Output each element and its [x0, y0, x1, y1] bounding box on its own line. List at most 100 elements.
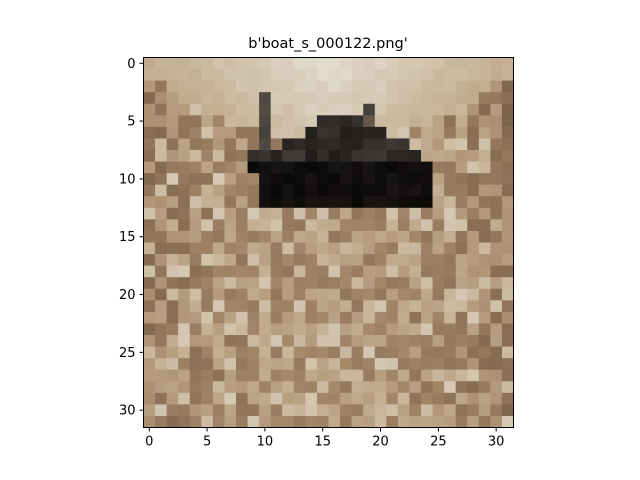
image-pixel: [143, 335, 156, 347]
image-pixel: [432, 126, 445, 139]
image-pixel: [397, 57, 410, 70]
image-pixel: [316, 242, 329, 255]
image-pixel: [340, 69, 352, 81]
image-pixel: [363, 277, 376, 290]
image-pixel: [374, 138, 387, 151]
image-pixel: [224, 277, 237, 290]
image-pixel: [432, 207, 445, 220]
image-pixel: [490, 381, 503, 394]
image-pixel: [212, 219, 225, 232]
image-pixel: [201, 173, 214, 186]
image-pixel: [270, 207, 283, 220]
image-pixel: [478, 369, 491, 382]
image-pixel: [386, 196, 399, 209]
image-pixel: [328, 311, 341, 324]
image-pixel: [201, 254, 214, 266]
image-pixel: [236, 335, 248, 347]
image-pixel: [478, 323, 491, 336]
image-pixel: [316, 369, 329, 382]
image-pixel: [259, 277, 272, 290]
image-pixel: [351, 230, 364, 243]
image-pixel: [444, 242, 457, 255]
image-pixel: [328, 358, 341, 371]
image-pixel: [305, 184, 318, 197]
image-pixel: [409, 392, 422, 405]
image-pixel: [351, 404, 364, 417]
image-pixel: [501, 369, 514, 382]
image-pixel: [270, 242, 283, 255]
y-tick-label: 0: [127, 57, 135, 72]
image-pixel: [501, 103, 514, 116]
image-pixel: [467, 69, 480, 81]
image-pixel: [421, 346, 433, 359]
image-pixel: [478, 150, 491, 162]
image-pixel: [397, 242, 410, 255]
image-pixel: [201, 196, 214, 209]
image-pixel: [444, 138, 457, 151]
image-pixel: [224, 150, 237, 162]
image-pixel: [444, 265, 457, 278]
image-pixel: [259, 161, 272, 174]
chart-title: b'boat_s_000122.png': [248, 36, 407, 52]
image-pixel: [340, 415, 352, 428]
image-pixel: [432, 184, 445, 197]
image-pixel: [201, 150, 214, 162]
image-pixel: [155, 392, 167, 405]
image-pixel: [316, 404, 329, 417]
image-pixel: [432, 230, 445, 243]
image-pixel: [293, 358, 306, 371]
image-pixel: [444, 57, 457, 70]
image-pixel: [236, 57, 248, 70]
image-pixel: [247, 138, 260, 151]
image-pixel: [293, 415, 306, 428]
image-pixel: [224, 323, 237, 336]
image-pixel: [189, 381, 202, 394]
image-pixel: [201, 265, 214, 278]
image-pixel: [501, 230, 514, 243]
image-pixel: [189, 346, 202, 359]
y-axis: 0 5 10 15 20 25 30: [119, 57, 144, 419]
image-pixel: [409, 381, 422, 394]
image-pixel: [236, 173, 248, 186]
image-pixel: [340, 173, 352, 186]
image-pixel: [397, 115, 410, 128]
image-pixel: [351, 161, 364, 174]
image-pixel: [421, 150, 433, 162]
image-pixel: [340, 369, 352, 382]
image-pixel: [189, 300, 202, 313]
image-pixel: [467, 311, 480, 324]
image-pixel: [155, 69, 167, 81]
image-pixel: [201, 115, 214, 128]
image-pixel: [501, 126, 514, 139]
image-pixel: [351, 80, 364, 93]
image-pixel: [178, 115, 191, 128]
image-pixel: [178, 150, 191, 162]
image-pixel: [501, 69, 514, 81]
image-pixel: [247, 288, 260, 301]
image-pixel: [467, 138, 480, 151]
image-pixel: [374, 196, 387, 209]
image-pixel: [236, 69, 248, 81]
image-pixel: [201, 138, 214, 151]
image-pixel: [143, 392, 156, 405]
image-pixel: [409, 311, 422, 324]
x-tick-label: 25: [430, 435, 447, 450]
image-pixel: [374, 358, 387, 371]
image-pixel: [340, 196, 352, 209]
image-pixel: [212, 126, 225, 139]
image-pixel: [328, 323, 341, 336]
image-pixel: [305, 57, 318, 70]
image-pixel: [455, 103, 468, 116]
image-pixel: [467, 230, 480, 243]
image-pixel: [270, 277, 283, 290]
image-pixel: [282, 242, 295, 255]
image-pixel: [178, 404, 191, 417]
image-pixel: [501, 57, 514, 70]
image-pixel: [478, 230, 491, 243]
image-pixel: [178, 103, 191, 116]
image-pixel: [501, 265, 514, 278]
image-pixel: [270, 80, 283, 93]
image-pixel: [397, 369, 410, 382]
image-pixel: [467, 115, 480, 128]
image-pixel: [293, 80, 306, 93]
